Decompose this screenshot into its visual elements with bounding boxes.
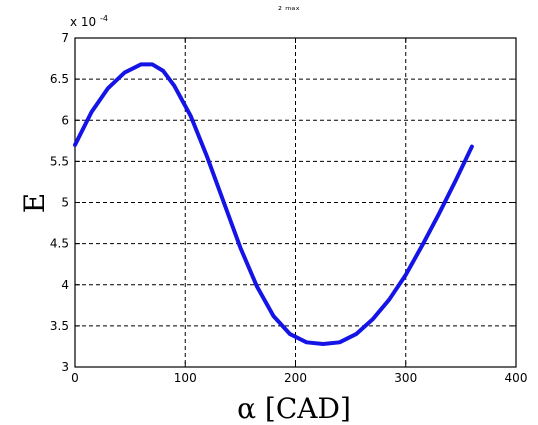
y-axis-label: E [18,193,51,213]
x-tick-label: 300 [394,371,417,385]
x-tick-label: 0 [71,371,79,385]
y-multiplier-base: x 10 [70,15,96,29]
y-tick-label: 6.5 [50,72,69,86]
x-tick-labels: 0 100 200 300 400 [71,371,527,385]
y-tick-label: 5.5 [50,154,69,168]
plot-area [73,62,474,346]
y-tick-labels: 3 3.5 4 4.5 5 5.5 6 6.5 7 [50,31,69,374]
y-tick-label: 4.5 [50,237,69,251]
y-tick-label: 3.5 [50,319,69,333]
y-tick-label: 7 [61,31,69,45]
y-tick-label: 5 [61,196,69,210]
x-axis-label: α [CAD] [237,392,351,425]
series-line [73,62,474,346]
y-tick-label: 4 [61,278,69,292]
y-tick-label: 3 [61,360,69,374]
x-tick-label: 200 [284,371,307,385]
y-multiplier: x 10 -4 [70,14,108,29]
header-fragment: ₂ ₘₐₓ [278,2,300,13]
grid-lines [74,37,517,368]
y-multiplier-exponent: -4 [100,14,108,23]
x-tick-label: 400 [505,371,528,385]
x-tick-label: 100 [174,371,197,385]
y-tick-label: 6 [61,113,69,127]
